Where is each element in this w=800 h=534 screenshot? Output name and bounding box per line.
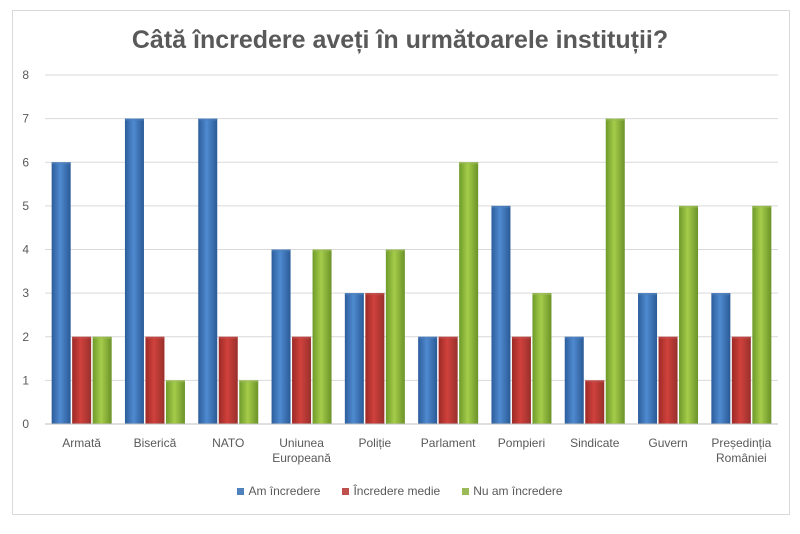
x-tick-label: Poliție	[359, 436, 392, 450]
bar-încredere-medie	[585, 380, 605, 424]
bar-top-highlight	[271, 249, 291, 252]
bar-top-highlight	[491, 205, 511, 208]
bar-am-încredere	[344, 293, 364, 424]
y-tick-label: 7	[22, 112, 29, 126]
x-tick-label: Sindicate	[570, 436, 620, 450]
bar-nu-am-încredere	[752, 205, 772, 424]
bar-nu-am-încredere	[165, 380, 185, 424]
bar-încredere-medie	[292, 336, 312, 424]
bar-top-highlight	[658, 336, 678, 339]
x-tick-label: Guvern	[648, 436, 687, 450]
legend-label: Am încredere	[248, 484, 321, 498]
bar-top-highlight	[165, 380, 185, 383]
bar-am-încredere	[271, 249, 291, 424]
bar-top-highlight	[218, 336, 238, 339]
bar-top-highlight	[198, 118, 218, 121]
x-tick-label: Parlament	[421, 436, 476, 450]
bar-nu-am-încredere	[532, 293, 552, 424]
bar-top-highlight	[752, 205, 772, 208]
bar-am-încredere	[418, 336, 438, 424]
bar-top-highlight	[564, 336, 584, 339]
bar-top-highlight	[638, 293, 658, 296]
bar-am-încredere	[198, 118, 218, 424]
x-tick-label: Președinția	[711, 436, 771, 450]
bar-top-highlight	[605, 118, 625, 121]
bar-încredere-medie	[365, 293, 385, 424]
x-tick-label: Uniunea	[279, 436, 324, 450]
bar-încredere-medie	[72, 336, 92, 424]
chart-frame	[12, 10, 790, 515]
bar-top-highlight	[292, 336, 312, 339]
bar-top-highlight	[585, 380, 605, 383]
bar-încredere-medie	[218, 336, 238, 424]
x-tick-label: Pompieri	[498, 436, 545, 450]
bar-top-highlight	[711, 293, 731, 296]
bar-am-încredere	[124, 118, 144, 424]
y-tick-label: 4	[22, 243, 29, 257]
x-tick-label: Armată	[62, 436, 101, 450]
bar-top-highlight	[385, 249, 405, 252]
y-tick-label: 8	[22, 68, 29, 82]
x-tick-label: NATO	[212, 436, 244, 450]
bar-top-highlight	[312, 249, 332, 252]
bar-top-highlight	[51, 162, 71, 165]
bar-încredere-medie	[658, 336, 678, 424]
chart-title: Câtă încredere aveți în următoarele inst…	[131, 26, 669, 54]
bar-top-highlight	[239, 380, 259, 383]
legend-label: Încredere medie	[353, 484, 441, 498]
bar-am-încredere	[51, 162, 71, 424]
bar-top-highlight	[145, 336, 165, 339]
bar-top-highlight	[679, 205, 699, 208]
bar-nu-am-încredere	[605, 118, 625, 424]
y-tick-label: 5	[22, 199, 29, 213]
legend: Am încredere Încredere medie Nu am încrede…	[0, 484, 800, 498]
bar-încredere-medie	[145, 336, 165, 424]
y-tick-label: 1	[22, 373, 29, 387]
bar-încredere-medie	[731, 336, 751, 424]
y-tick-label: 2	[22, 330, 29, 344]
bar-top-highlight	[72, 336, 92, 339]
legend-swatch	[237, 487, 245, 495]
bar-am-încredere	[564, 336, 584, 424]
legend-item: Încredere medie	[342, 484, 440, 498]
bar-am-încredere	[638, 293, 658, 424]
legend-label: Nu am încredere	[473, 484, 563, 498]
x-tick-label: Europeană	[272, 451, 331, 465]
bar-top-highlight	[124, 118, 144, 121]
bar-nu-am-încredere	[679, 205, 699, 424]
legend-item: Am încredere	[237, 484, 320, 498]
bar-top-highlight	[344, 293, 364, 296]
x-tick-label: Biserică	[134, 436, 177, 450]
bar-nu-am-încredere	[385, 249, 405, 424]
bar-încredere-medie	[438, 336, 458, 424]
legend-swatch	[342, 487, 350, 495]
bar-top-highlight	[418, 336, 438, 339]
bar-top-highlight	[438, 336, 458, 339]
bar-nu-am-încredere	[459, 162, 479, 424]
bar-top-highlight	[532, 293, 552, 296]
y-tick-label: 3	[22, 286, 29, 300]
legend-item: Nu am încredere	[462, 484, 563, 498]
bar-nu-am-încredere	[92, 336, 112, 424]
bar-nu-am-încredere	[239, 380, 259, 424]
bar-am-încredere	[711, 293, 731, 424]
bar-încredere-medie	[511, 336, 531, 424]
legend-swatch	[462, 487, 470, 495]
bar-top-highlight	[92, 336, 112, 339]
bar-top-highlight	[731, 336, 751, 339]
x-tick-label: României	[716, 451, 767, 465]
bar-nu-am-încredere	[312, 249, 332, 424]
bar-am-încredere	[491, 205, 511, 424]
y-tick-label: 0	[22, 417, 29, 431]
bar-top-highlight	[365, 293, 385, 296]
bar-top-highlight	[459, 162, 479, 165]
bar-top-highlight	[511, 336, 531, 339]
y-tick-label: 6	[22, 155, 29, 169]
